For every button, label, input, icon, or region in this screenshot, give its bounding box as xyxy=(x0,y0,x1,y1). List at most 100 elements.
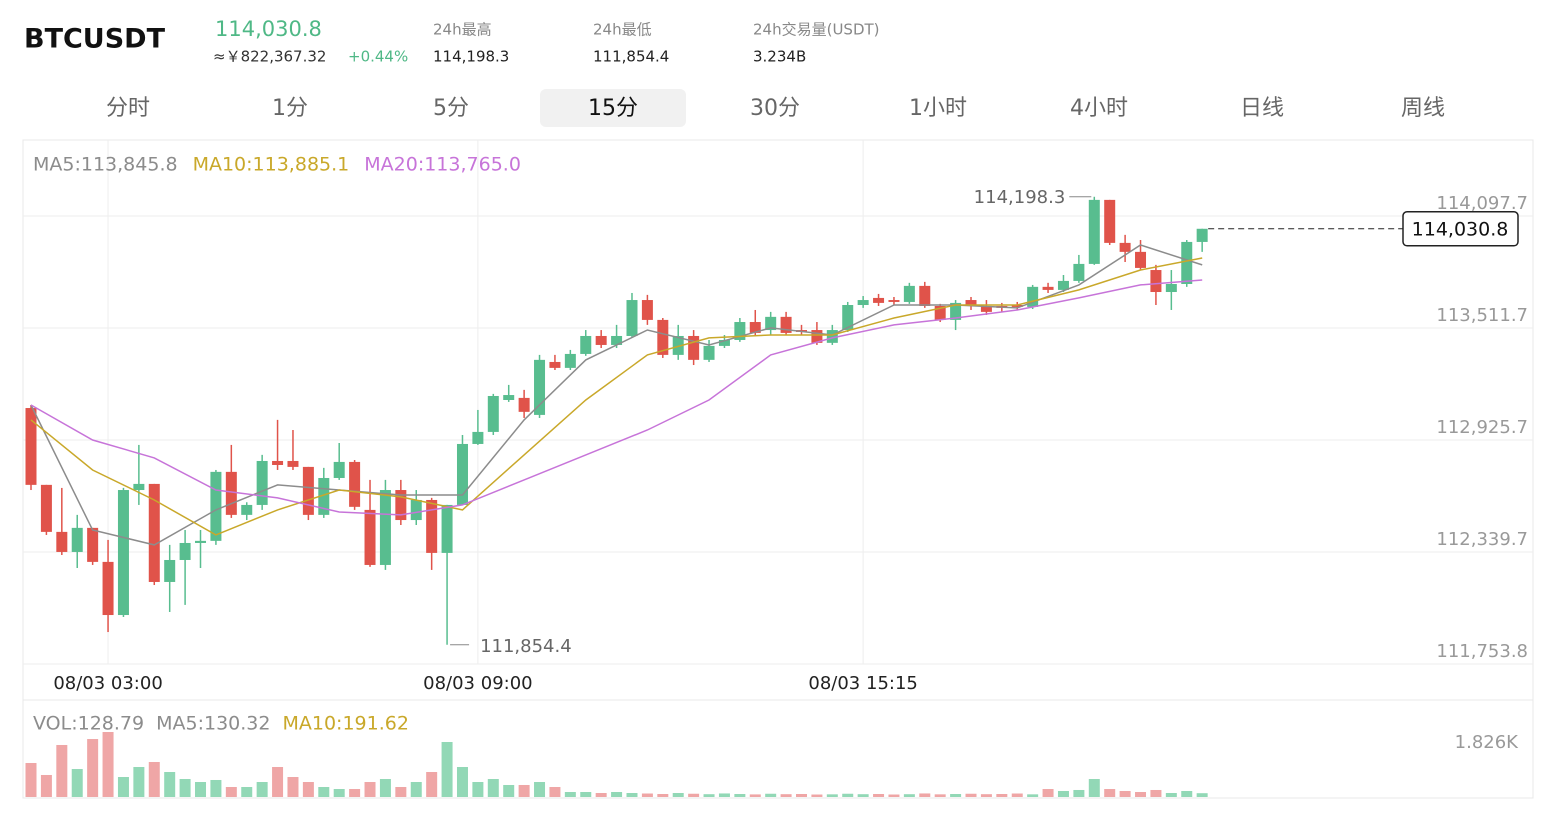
tab[interactable]: 1分 xyxy=(272,96,308,121)
ma-line xyxy=(30,279,1203,516)
candle-body xyxy=(302,466,314,515)
candle-body xyxy=(1135,251,1147,268)
volume-bar xyxy=(25,763,37,797)
candle-body xyxy=(626,300,638,336)
change: +0.44% xyxy=(348,48,408,66)
volume-bar xyxy=(1011,793,1023,797)
y-tick-label: 112,339.7 xyxy=(1436,529,1528,550)
candle-body xyxy=(888,300,900,302)
volume-bar xyxy=(441,742,453,797)
volume-bar xyxy=(272,767,284,797)
volume-bar xyxy=(672,793,684,797)
candle-body xyxy=(1057,280,1069,290)
tab[interactable]: 30分 xyxy=(750,96,800,121)
candle-body xyxy=(379,490,391,565)
candle-body xyxy=(873,297,885,303)
ma-line xyxy=(30,257,1203,536)
tab[interactable]: 4小时 xyxy=(1070,96,1128,121)
candle-body xyxy=(441,504,453,553)
volume-tick-label: 1.826K xyxy=(1455,732,1520,753)
volume-legend: VOL:128.79 xyxy=(33,713,144,735)
chart-frame xyxy=(22,139,1534,799)
candle-body xyxy=(580,335,592,354)
candle-body xyxy=(980,305,992,312)
candle-body xyxy=(950,302,962,320)
volume-bar xyxy=(1150,789,1162,797)
y-tick-label: 114,097.7 xyxy=(1436,193,1528,214)
candle-body xyxy=(25,408,37,485)
candle-body xyxy=(780,316,792,333)
volume-legend: MA5:130.32 xyxy=(156,713,270,735)
candle-body xyxy=(1027,286,1039,307)
ma-legend: MA5:113,845.8 xyxy=(33,154,178,176)
y-tick-label: 112,925.7 xyxy=(1436,417,1528,438)
tab-selected-bg xyxy=(540,89,686,127)
candle-body xyxy=(718,339,730,346)
volume-bar xyxy=(117,777,129,797)
candle-body xyxy=(241,504,253,515)
volume-bar xyxy=(980,794,992,797)
candle-body xyxy=(487,395,499,432)
candle-body xyxy=(272,460,284,465)
candle-body xyxy=(534,359,546,415)
volume-bar xyxy=(688,793,700,797)
tab[interactable]: 15分 xyxy=(588,96,638,121)
candle-body xyxy=(102,561,114,616)
candle-body xyxy=(333,461,345,478)
volume-bar xyxy=(1165,793,1177,797)
candle-body xyxy=(1104,199,1116,243)
tab[interactable]: 周线 xyxy=(1401,96,1445,121)
volume-bar xyxy=(256,782,268,797)
tab[interactable]: 日线 xyxy=(1240,96,1284,121)
volume-bar xyxy=(164,772,176,797)
volume-bar xyxy=(364,782,376,797)
candle-body xyxy=(811,330,823,343)
volume-bar xyxy=(1042,789,1054,797)
volume-bar xyxy=(195,782,207,797)
candle-body xyxy=(857,300,869,306)
volume-bar xyxy=(842,793,854,797)
candle-body xyxy=(56,531,68,552)
candle-body xyxy=(611,335,623,345)
volume-bar xyxy=(426,772,438,797)
tab[interactable]: 5分 xyxy=(433,96,469,121)
tab[interactable]: 1小时 xyxy=(909,96,967,121)
candle-body xyxy=(195,540,207,543)
candle-body xyxy=(287,460,299,467)
candle-body xyxy=(503,395,515,401)
volume-bar xyxy=(287,777,299,797)
volume-bar xyxy=(934,794,946,797)
candle-body xyxy=(1181,241,1193,284)
candle-body xyxy=(703,345,715,360)
volume-bar xyxy=(318,787,330,797)
volume-bar xyxy=(1196,793,1208,797)
volume-bar xyxy=(472,782,484,797)
last-price-label: 114,030.8 xyxy=(1412,218,1509,240)
volume-bar xyxy=(1119,790,1131,797)
volume-bar xyxy=(996,794,1008,797)
candle-body xyxy=(1196,228,1208,242)
volume-bar xyxy=(888,794,900,797)
volume-bar xyxy=(56,744,68,797)
volume-bar xyxy=(210,779,222,797)
stat-value: 111,854.4 xyxy=(593,48,669,66)
volume-bar xyxy=(179,779,191,797)
volume-bar xyxy=(1027,794,1039,797)
volume-bar xyxy=(518,784,530,797)
candle-body xyxy=(657,319,669,355)
volume-bar xyxy=(349,789,361,797)
stat-label: 24h交易量(USDT) xyxy=(753,21,880,39)
volume-bar xyxy=(487,779,499,797)
candle-body xyxy=(148,483,160,582)
candle-body xyxy=(318,477,330,515)
tab[interactable]: 分时 xyxy=(106,96,150,121)
volume-bar xyxy=(456,767,468,797)
candle-body xyxy=(364,509,376,565)
candle-body xyxy=(117,490,129,616)
candle-body xyxy=(133,483,145,491)
volume-bar xyxy=(796,794,807,797)
volume-bar xyxy=(225,787,237,797)
candle-body xyxy=(1011,305,1023,307)
volume-bar xyxy=(780,794,792,797)
